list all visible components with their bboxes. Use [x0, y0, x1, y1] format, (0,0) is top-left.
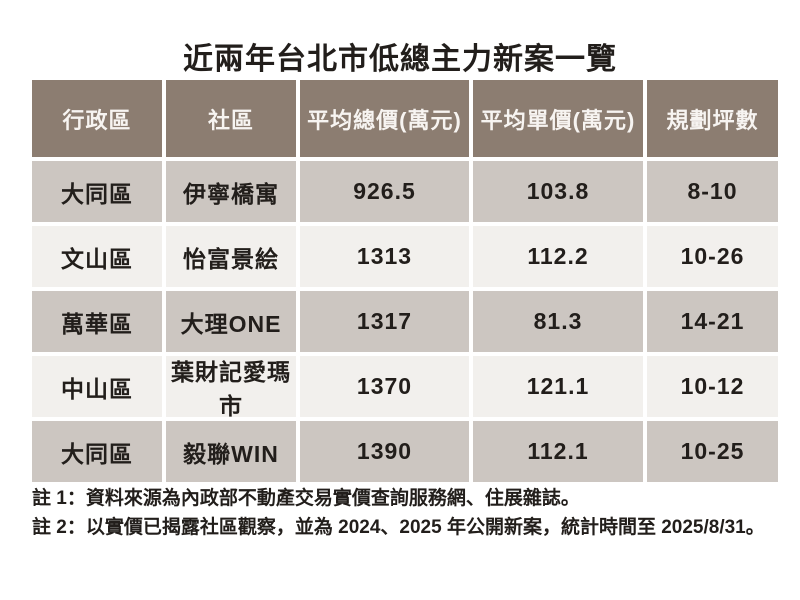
cell-total-price: 1390: [300, 421, 469, 482]
cell-ping-size: 10-25: [647, 421, 778, 482]
footnotes: 註 1：資料來源為內政部不動產交易實價查詢服務網、住展雜誌。 註 2：以實價已揭…: [32, 484, 772, 542]
cell-total-price: 1370: [300, 356, 469, 417]
cell-total-price: 1313: [300, 226, 469, 287]
header-cell-district: 行政區: [32, 80, 162, 157]
footnote-2: 註 2：以實價已揭露社區觀察，並為 2024、2025 年公開新案，統計時間至 …: [32, 517, 765, 538]
header-cell-community: 社區: [166, 80, 296, 157]
cell-total-price: 926.5: [300, 161, 469, 222]
cell-community: 毅聯WIN: [166, 421, 296, 482]
cell-community: 怡富景絵: [166, 226, 296, 287]
cell-ping-size: 10-26: [647, 226, 778, 287]
cell-district: 文山區: [32, 226, 162, 287]
cell-unit-price: 112.2: [473, 226, 643, 287]
data-table: 行政區 社區 平均總價(萬元) 平均單價(萬元) 規劃坪數 大同區 伊寧橋寓 9…: [32, 80, 778, 482]
cell-ping-size: 14-21: [647, 291, 778, 352]
cell-total-price: 1317: [300, 291, 469, 352]
cell-community: 葉財記愛瑪市: [166, 356, 296, 419]
cell-district: 大同區: [32, 161, 162, 222]
cell-ping-size: 8-10: [647, 161, 778, 222]
header-cell-unit-price: 平均單價(萬元): [473, 80, 643, 157]
cell-unit-price: 81.3: [473, 291, 643, 352]
cell-district: 大同區: [32, 421, 162, 482]
cell-community: 大理ONE: [166, 291, 296, 352]
cell-district: 中山區: [32, 356, 162, 417]
header-cell-ping-size: 規劃坪數: [647, 80, 778, 157]
footnote-1: 註 1：資料來源為內政部不動產交易實價查詢服務網、住展雜誌。: [32, 488, 580, 509]
cell-unit-price: 112.1: [473, 421, 643, 482]
page-title: 近兩年台北市低總主力新案一覽: [183, 43, 617, 76]
header-cell-total-price: 平均總價(萬元): [300, 80, 469, 157]
cell-community: 伊寧橋寓: [166, 161, 296, 222]
cell-unit-price: 103.8: [473, 161, 643, 222]
cell-district: 萬華區: [32, 291, 162, 352]
cell-unit-price: 121.1: [473, 356, 643, 417]
cell-ping-size: 10-12: [647, 356, 778, 417]
